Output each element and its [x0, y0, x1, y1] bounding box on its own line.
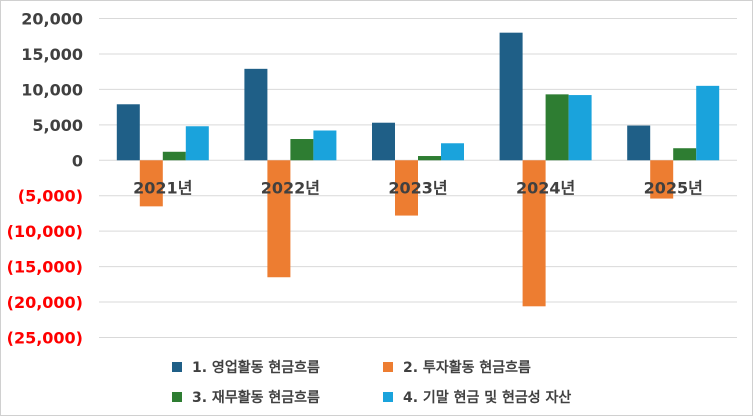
x-category-label: 2021년 — [133, 178, 192, 197]
y-tick-label: (25,000) — [7, 329, 83, 348]
bar — [162, 151, 186, 161]
x-category-label: 2025년 — [644, 178, 703, 197]
bar — [267, 160, 291, 278]
bar — [673, 148, 697, 161]
bar — [522, 160, 546, 307]
bar — [244, 68, 268, 161]
bar — [116, 104, 140, 161]
y-tick-label: 15,000 — [21, 45, 83, 64]
y-tick-label: (10,000) — [7, 222, 83, 241]
bar — [372, 122, 395, 161]
bar — [290, 139, 314, 161]
bar — [139, 160, 163, 207]
x-category-label: 2024년 — [516, 178, 575, 197]
x-category-label: 2023년 — [388, 178, 447, 197]
bar — [418, 156, 441, 161]
bar — [696, 85, 720, 161]
y-tick-label: 20,000 — [21, 10, 83, 29]
y-tick-label: 0 — [72, 151, 83, 170]
y-tick-label: (20,000) — [7, 293, 83, 312]
bar — [627, 125, 651, 161]
bars — [116, 32, 720, 307]
bar — [395, 160, 418, 216]
y-tick-label: 10,000 — [21, 80, 83, 99]
bar — [499, 32, 523, 161]
bar — [441, 143, 464, 161]
y-tick-label: 5,000 — [32, 116, 83, 135]
y-tick-label: (15,000) — [7, 258, 83, 277]
y-axis-ticks: 20,000 15,000 10,000 5,000 0 (5,000) (10,000) (… — [7, 10, 83, 348]
x-axis-category-labels: 2021년 2022년 2023년 2024년 2025년 — [133, 178, 703, 197]
bar — [545, 94, 569, 161]
bar — [568, 95, 592, 161]
bar — [185, 126, 209, 161]
x-category-label: 2022년 — [261, 178, 320, 197]
bar — [313, 130, 337, 161]
y-tick-label: (5,000) — [18, 187, 83, 206]
bar — [650, 160, 674, 199]
